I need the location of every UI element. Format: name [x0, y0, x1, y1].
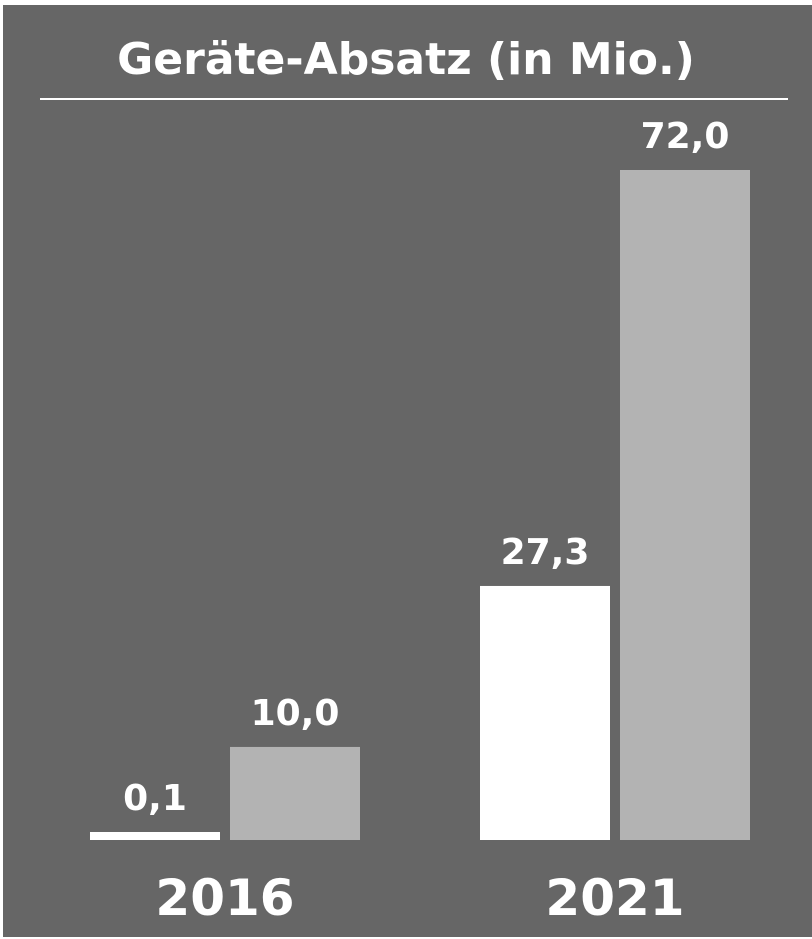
data-label-2021-series-1: 27,3	[501, 532, 590, 573]
title-divider	[40, 98, 788, 100]
bar-2021-series-1	[480, 585, 610, 840]
data-label-2021-series-2: 72,0	[641, 116, 730, 157]
category-label-2016: 2016	[155, 869, 294, 927]
data-label-2016-series-2: 10,0	[251, 693, 340, 734]
category-label-2021: 2021	[545, 869, 684, 927]
bar-2016-series-2	[230, 746, 360, 840]
chart-title: Geräte-Absatz (in Mio.)	[117, 34, 695, 85]
bar-2016-series-1	[90, 832, 220, 840]
bar-2021-series-2	[620, 170, 750, 840]
data-label-2016-series-1: 0,1	[123, 778, 187, 819]
